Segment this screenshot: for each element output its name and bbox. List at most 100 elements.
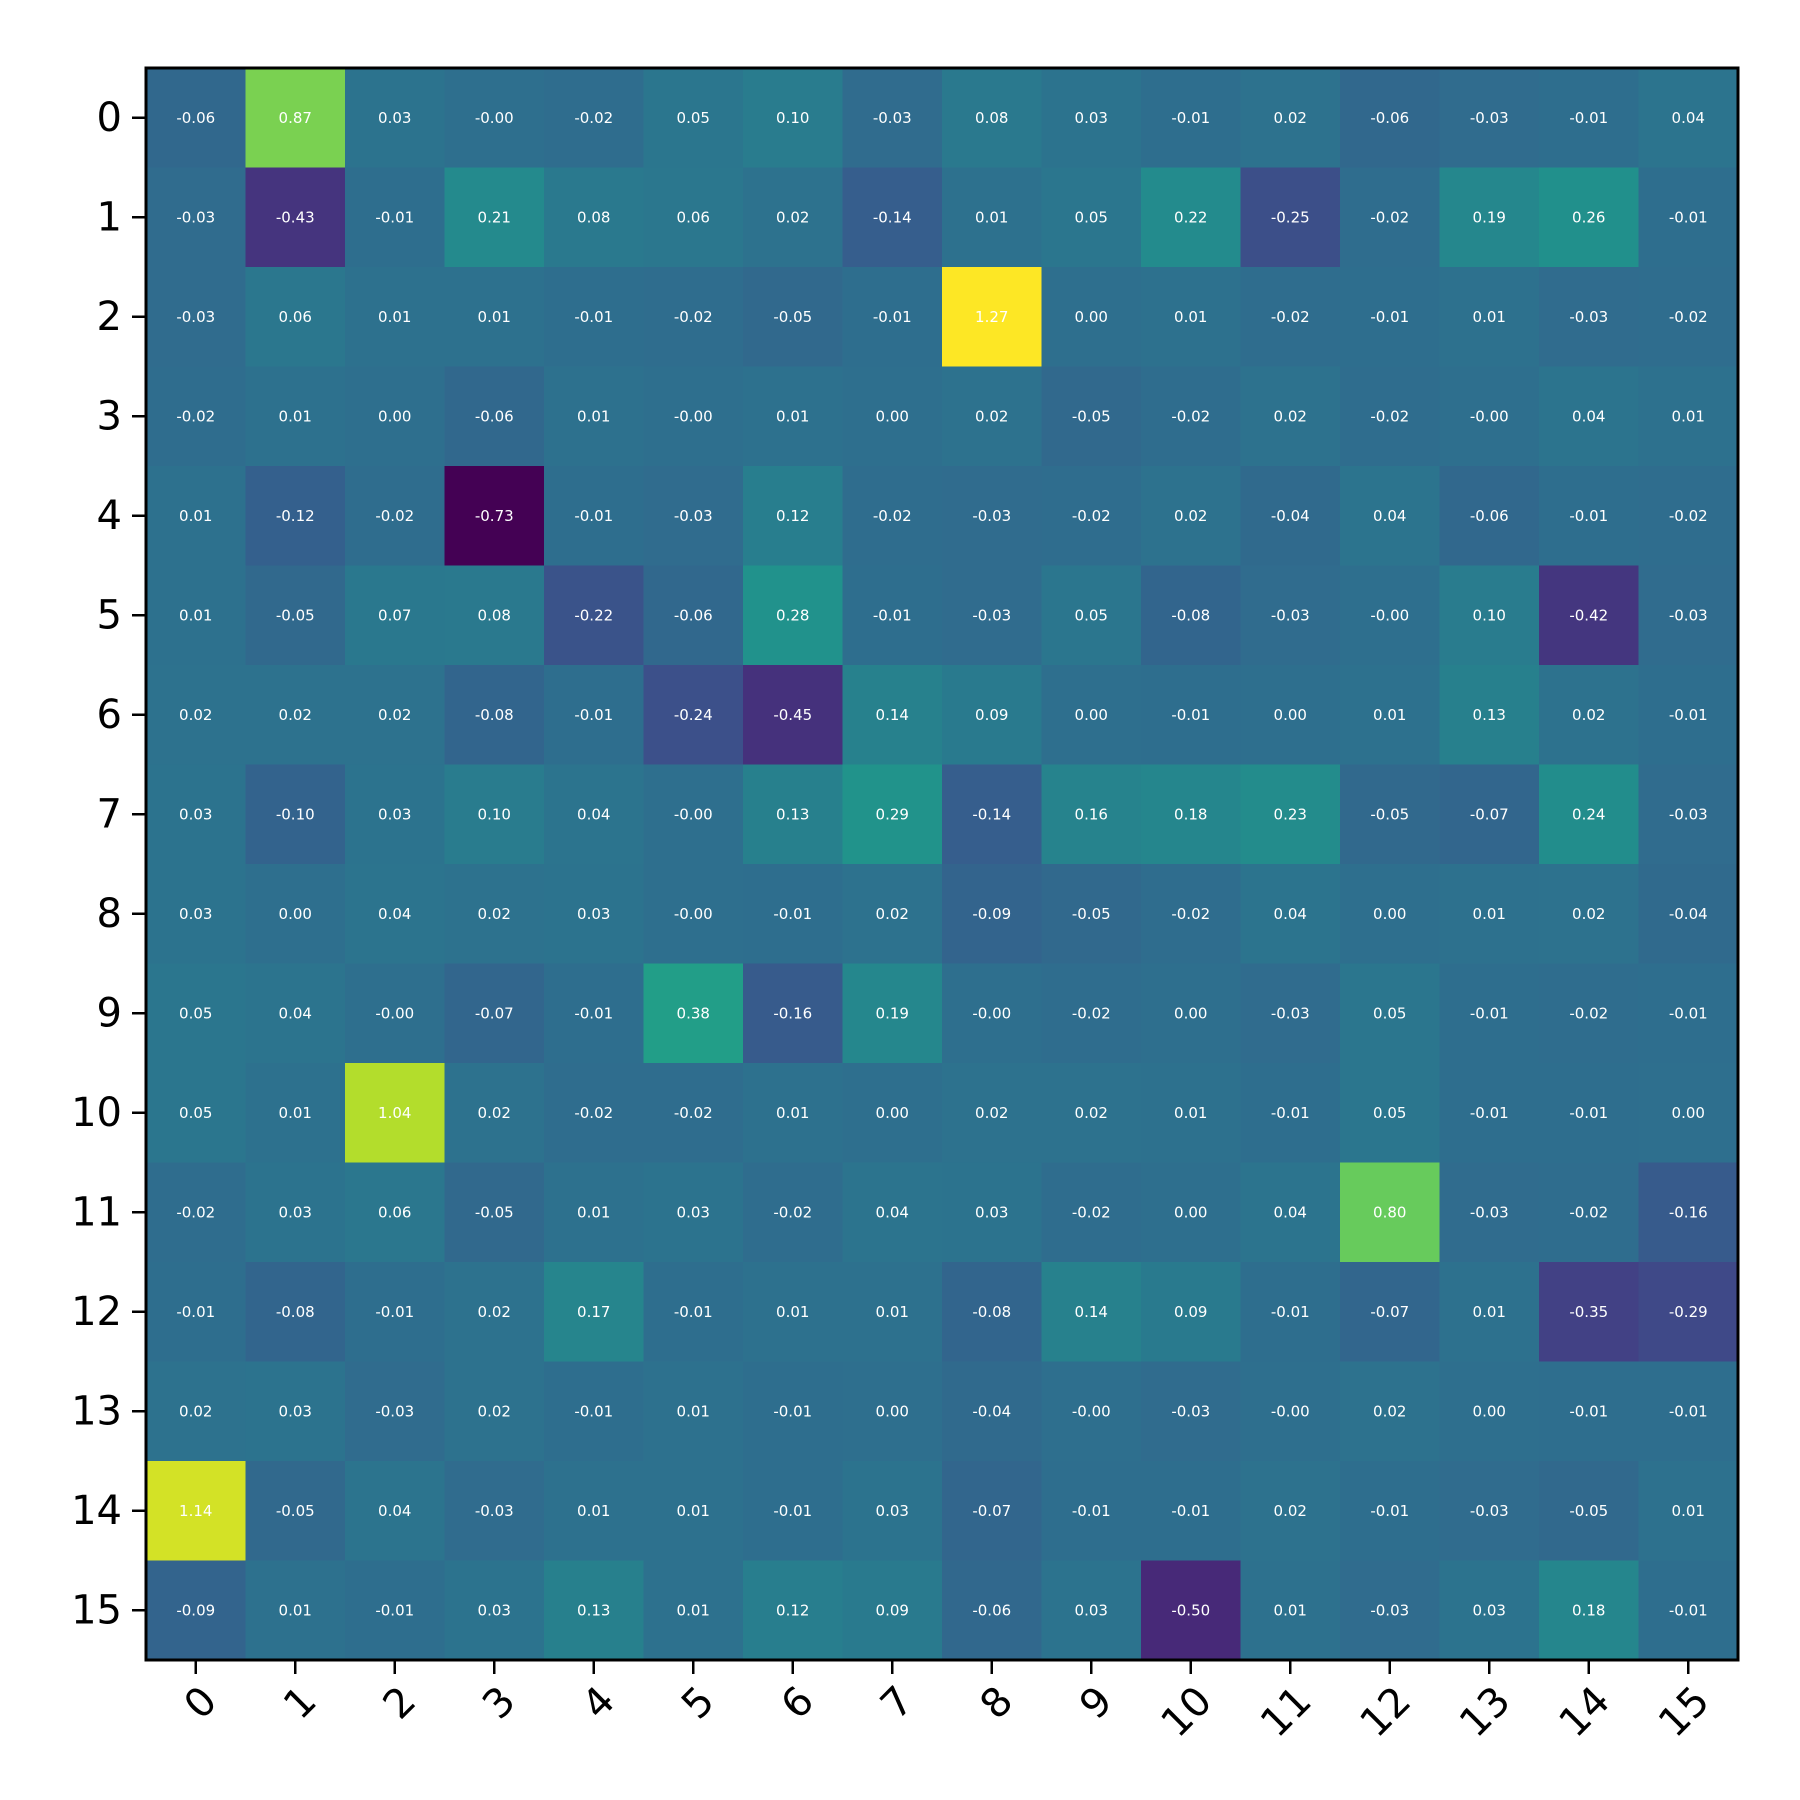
heatmap-cell-1-11	[1240, 167, 1341, 268]
y-tick-label-1: 1	[97, 194, 122, 240]
cell-value-label-11-5: 0.03	[677, 1203, 710, 1221]
heatmap-cell-11-3	[444, 1162, 545, 1263]
cell-value-label-6-7: 0.14	[876, 706, 909, 724]
heatmap-cell-12-6	[743, 1262, 843, 1362]
cell-value-label-0-4: -0.02	[574, 109, 613, 127]
heatmap-cell-10-8	[942, 1063, 1042, 1163]
cell-value-label-4-6: 0.12	[776, 507, 809, 525]
heatmap-cell-13-7	[842, 1361, 943, 1462]
cell-value-label-7-3: 0.10	[478, 805, 511, 823]
cell-value-label-3-4: 0.01	[577, 407, 610, 425]
heatmap-cell-5-12	[1340, 565, 1440, 666]
heatmap-cell-1-0	[146, 167, 246, 268]
heatmap-cell-14-10	[1141, 1461, 1241, 1561]
cell-value-label-5-13: 0.10	[1473, 606, 1506, 624]
heatmap-cell-14-6	[743, 1461, 843, 1561]
y-tick-label-11: 11	[71, 1189, 122, 1235]
heatmap-cell-5-13	[1439, 565, 1540, 666]
cell-value-label-12-7: 0.01	[876, 1303, 909, 1321]
cell-value-label-10-4: -0.02	[574, 1104, 613, 1122]
heatmap-cell-6-14	[1539, 665, 1639, 765]
cell-value-label-5-10: -0.08	[1171, 606, 1210, 624]
heatmap-cell-7-2	[345, 764, 445, 865]
cell-value-label-8-11: 0.04	[1274, 905, 1307, 923]
cell-value-label-14-10: -0.01	[1171, 1502, 1210, 1520]
heatmap-cell-12-10	[1141, 1262, 1241, 1362]
heatmap-cell-15-7	[842, 1560, 943, 1661]
heatmap-cell-14-3	[444, 1461, 545, 1561]
heatmap-cell-7-9	[1041, 764, 1142, 865]
cell-value-label-0-9: 0.03	[1075, 109, 1108, 127]
heatmap-cell-11-5	[643, 1162, 744, 1263]
cell-value-label-1-6: 0.02	[776, 208, 809, 226]
cell-value-label-6-0: 0.02	[179, 706, 212, 724]
heatmap-cell-10-11	[1240, 1063, 1341, 1163]
cell-value-label-15-9: 0.03	[1075, 1601, 1108, 1619]
heatmap-cell-4-13	[1439, 466, 1540, 566]
y-tick-label-10: 10	[71, 1090, 122, 1136]
heatmap-cell-2-3	[444, 267, 545, 367]
cell-value-label-3-8: 0.02	[975, 407, 1008, 425]
heatmap-cell-2-10	[1141, 267, 1241, 367]
heatmap-cell-15-5	[643, 1560, 744, 1661]
cell-value-label-15-13: 0.03	[1473, 1601, 1506, 1619]
cell-value-label-3-7: 0.00	[876, 407, 909, 425]
cell-value-label-2-9: 0.00	[1075, 308, 1108, 326]
y-tick-label-15: 15	[71, 1587, 122, 1633]
y-tick-label-3: 3	[97, 393, 122, 439]
y-tick-label-6: 6	[97, 692, 122, 738]
y-tick-label-14: 14	[71, 1488, 122, 1534]
heatmap-cell-8-4	[544, 864, 644, 964]
cell-value-label-1-9: 0.05	[1075, 208, 1108, 226]
heatmap-cell-6-13	[1439, 665, 1540, 765]
cell-value-label-13-4: -0.01	[574, 1402, 613, 1420]
heatmap-cell-14-13	[1439, 1461, 1540, 1561]
cell-value-label-10-13: -0.01	[1470, 1104, 1509, 1122]
heatmap-cell-8-6	[743, 864, 843, 964]
heatmap-cell-5-15	[1638, 565, 1739, 666]
heatmap-cell-2-9	[1041, 267, 1142, 367]
heatmap-cell-14-14	[1539, 1461, 1639, 1561]
cell-value-label-10-7: 0.00	[876, 1104, 909, 1122]
cell-value-label-12-9: 0.14	[1075, 1303, 1108, 1321]
heatmap-cell-10-2	[345, 1063, 445, 1163]
cell-value-label-14-8: -0.07	[972, 1502, 1011, 1520]
heatmap-cell-6-6	[743, 665, 843, 765]
cell-value-label-0-3: -0.00	[475, 109, 514, 127]
heatmap-cell-3-2	[345, 366, 445, 467]
heatmap-cell-12-13	[1439, 1262, 1540, 1362]
cell-value-label-9-13: -0.01	[1470, 1004, 1509, 1022]
heatmap-cell-0-12	[1340, 68, 1440, 168]
heatmap-cell-4-1	[245, 466, 346, 566]
cell-value-label-15-10: -0.50	[1171, 1601, 1210, 1619]
heatmap-cell-15-6	[743, 1560, 843, 1661]
heatmap-cell-1-5	[643, 167, 744, 268]
heatmap-cell-11-2	[345, 1162, 445, 1263]
cell-value-label-8-9: -0.05	[1072, 905, 1111, 923]
cell-value-label-10-10: 0.01	[1174, 1104, 1207, 1122]
heatmap-cell-9-11	[1240, 963, 1341, 1064]
cell-value-label-14-11: 0.02	[1274, 1502, 1307, 1520]
cell-value-label-8-12: 0.00	[1373, 905, 1406, 923]
cell-value-label-6-2: 0.02	[378, 706, 411, 724]
heatmap-cell-2-15	[1638, 267, 1739, 367]
cell-value-label-1-3: 0.21	[478, 208, 511, 226]
cell-value-label-2-13: 0.01	[1473, 308, 1506, 326]
heatmap-cell-6-12	[1340, 665, 1440, 765]
cell-value-label-4-4: -0.01	[574, 507, 613, 525]
cell-value-label-5-11: -0.03	[1271, 606, 1310, 624]
heatmap-cell-4-9	[1041, 466, 1142, 566]
heatmap-cell-3-0	[146, 366, 246, 467]
heatmap-cell-11-12	[1340, 1162, 1440, 1263]
heatmap-cell-14-11	[1240, 1461, 1341, 1561]
heatmap-cell-6-10	[1141, 665, 1241, 765]
heatmap-cell-12-2	[345, 1262, 445, 1362]
heatmap-cell-1-4	[544, 167, 644, 268]
cell-value-label-14-6: -0.01	[773, 1502, 812, 1520]
cell-value-label-3-0: -0.02	[176, 407, 215, 425]
heatmap-cell-11-14	[1539, 1162, 1639, 1263]
heatmap-cell-2-0	[146, 267, 246, 367]
cell-value-label-7-5: -0.00	[674, 805, 713, 823]
heatmap-cell-1-6	[743, 167, 843, 268]
